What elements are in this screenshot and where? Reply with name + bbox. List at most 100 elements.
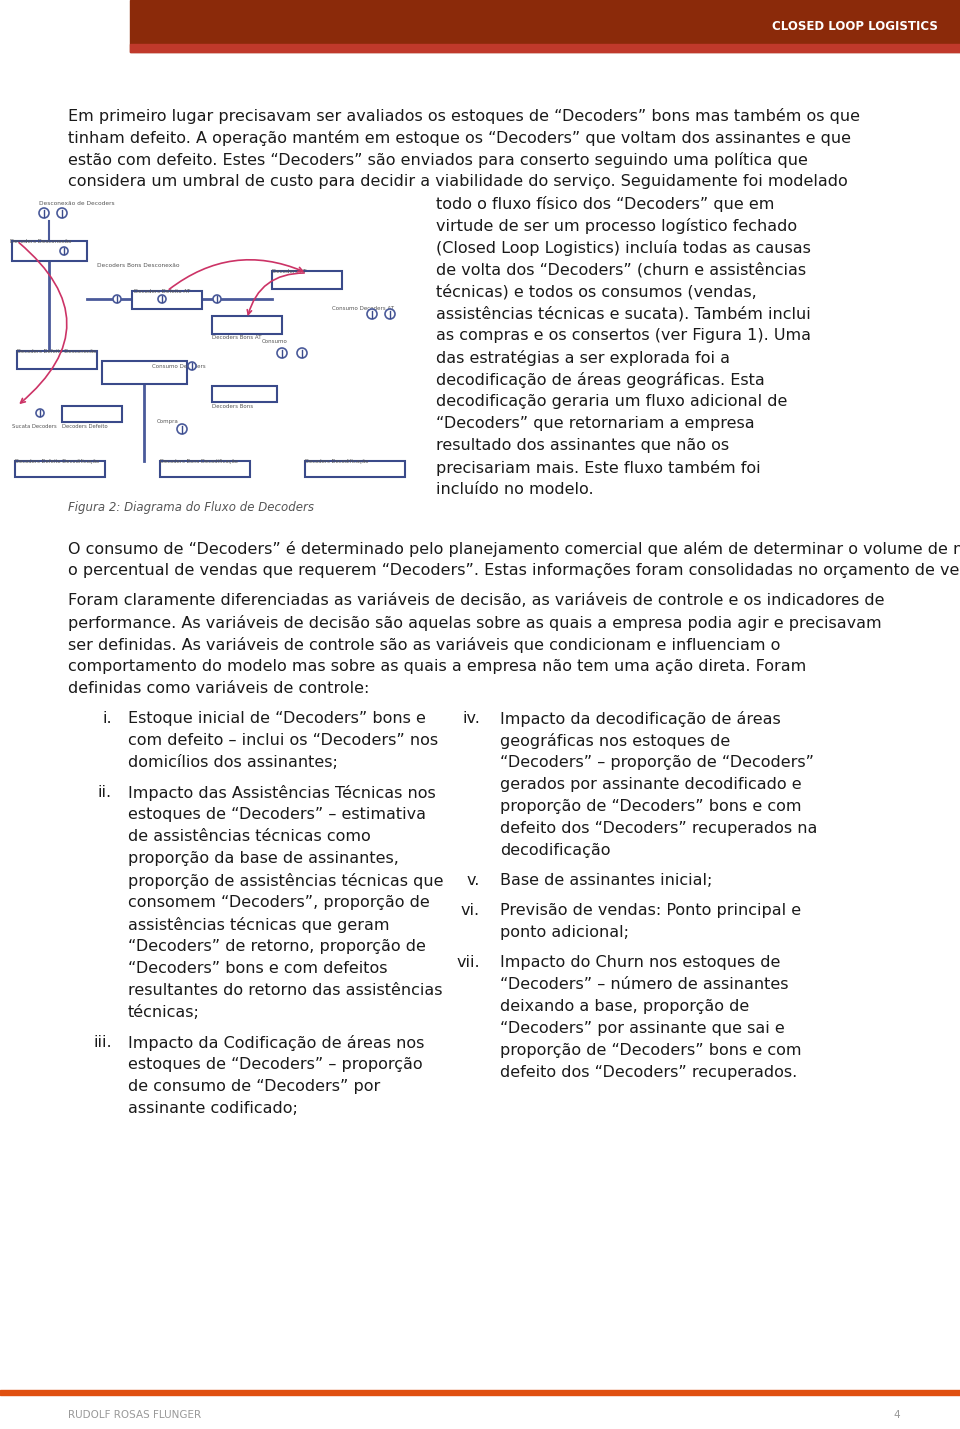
Text: todo o fluxo físico dos “Decoders” que em: todo o fluxo físico dos “Decoders” que e… (436, 196, 775, 211)
Text: Decoders Decodificação: Decoders Decodificação (305, 459, 369, 464)
Text: “Decoders” por assinante que sai e: “Decoders” por assinante que sai e (500, 1020, 784, 1036)
Text: Compra: Compra (157, 419, 179, 424)
Bar (130, 44, 960, 51)
Text: estoques de “Decoders” – proporção: estoques de “Decoders” – proporção (128, 1057, 422, 1072)
Text: “Decoders” – proporção de “Decoders”: “Decoders” – proporção de “Decoders” (500, 755, 814, 770)
Text: Decoders Defeito: Decoders Defeito (62, 424, 108, 429)
Circle shape (297, 349, 307, 359)
Circle shape (385, 309, 395, 319)
Text: deixando a base, proporção de: deixando a base, proporção de (500, 999, 749, 1015)
Text: iv.: iv. (462, 712, 480, 726)
Text: Decoders Bons Decodificação: Decoders Bons Decodificação (160, 459, 238, 464)
Bar (130, 0, 960, 51)
Circle shape (39, 209, 49, 219)
Text: Decoders Defeito Desconexão: Decoders Defeito Desconexão (17, 349, 96, 354)
Text: “Decoders” que retornariam a empresa: “Decoders” que retornariam a empresa (436, 416, 755, 432)
Circle shape (60, 247, 68, 254)
Text: estoques de “Decoders” – estimativa: estoques de “Decoders” – estimativa (128, 807, 426, 822)
Text: de assistências técnicas como: de assistências técnicas como (128, 829, 371, 845)
Text: assinante codificado;: assinante codificado; (128, 1100, 298, 1116)
Text: defeito dos “Decoders” recuperados na: defeito dos “Decoders” recuperados na (500, 822, 817, 836)
Text: as compras e os consertos (ver Figura 1). Uma: as compras e os consertos (ver Figura 1)… (436, 329, 811, 343)
Text: Previsão de vendas: Ponto principal e: Previsão de vendas: Ponto principal e (500, 903, 802, 917)
Text: decodificação: decodificação (500, 843, 611, 857)
Text: Decoders Defeito AT: Decoders Defeito AT (134, 289, 190, 294)
Text: “Decoders” – número de assinantes: “Decoders” – número de assinantes (500, 977, 788, 992)
Text: virtude de ser um processo logístico fechado: virtude de ser um processo logístico fec… (436, 219, 797, 234)
Text: Decoders Defeito Decodificação: Decoders Defeito Decodificação (15, 459, 99, 464)
Text: de consumo de “Decoders” por: de consumo de “Decoders” por (128, 1079, 380, 1095)
Text: Decoders Bons: Decoders Bons (212, 404, 253, 409)
Bar (272, 272, 342, 289)
Text: consomem “Decoders”, proporção de: consomem “Decoders”, proporção de (128, 895, 430, 910)
Text: resultado dos assinantes que não os: resultado dos assinantes que não os (436, 439, 730, 453)
Text: definidas como variáveis de controle:: definidas como variáveis de controle: (68, 682, 370, 696)
Circle shape (177, 424, 187, 434)
Text: decodificação geraria um fluxo adicional de: decodificação geraria um fluxo adicional… (436, 394, 787, 409)
Text: i.: i. (103, 712, 112, 726)
Text: técnicas;: técnicas; (128, 1005, 200, 1020)
Text: gerados por assinante decodificado e: gerados por assinante decodificado e (500, 777, 802, 792)
Text: “Decoders” de retorno, proporção de: “Decoders” de retorno, proporção de (128, 939, 426, 955)
Text: Sucata Decoders: Sucata Decoders (12, 424, 57, 429)
Text: Consumo Decoders: Consumo Decoders (152, 364, 205, 369)
Text: (Closed Loop Logistics) incluía todas as causas: (Closed Loop Logistics) incluía todas as… (436, 240, 811, 256)
Text: proporção da base de assinantes,: proporção da base de assinantes, (128, 852, 398, 866)
Text: Em primeiro lugar precisavam ser avaliados os estoques de “Decoders” bons mas ta: Em primeiro lugar precisavam ser avaliad… (68, 109, 860, 124)
FancyArrowPatch shape (19, 243, 67, 403)
Text: Decoders Desconexão: Decoders Desconexão (10, 239, 71, 244)
Text: Consumo: Consumo (262, 339, 288, 344)
Text: Impacto da Codificação de áreas nos: Impacto da Codificação de áreas nos (128, 1035, 424, 1050)
Text: O consumo de “Decoders” é determinado pelo planejamento comercial que além de de: O consumo de “Decoders” é determinado pe… (68, 542, 960, 557)
Text: Consumo Decoders AT: Consumo Decoders AT (332, 306, 394, 312)
Text: performance. As variáveis de decisão são aquelas sobre as quais a empresa podia : performance. As variáveis de decisão são… (68, 614, 881, 632)
Text: decodificação de áreas geográficas. Esta: decodificação de áreas geográficas. Esta (436, 372, 765, 389)
Text: ponto adicional;: ponto adicional; (500, 925, 629, 940)
Text: Desconexão de Decoders: Desconexão de Decoders (39, 201, 114, 206)
Text: ser definidas. As variáveis de controle são as variáveis que condicionam e influ: ser definidas. As variáveis de controle … (68, 637, 780, 653)
Text: 4: 4 (894, 1410, 900, 1420)
Text: proporção de “Decoders” bons e com: proporção de “Decoders” bons e com (500, 1043, 802, 1057)
Text: Impacto do Churn nos estoques de: Impacto do Churn nos estoques de (500, 955, 780, 970)
Text: iii.: iii. (93, 1035, 112, 1050)
Bar (212, 316, 282, 334)
Text: assistências técnicas e sucata). Também inclui: assistências técnicas e sucata). Também … (436, 306, 811, 322)
Text: Impacto da decodificação de áreas: Impacto da decodificação de áreas (500, 712, 780, 727)
FancyArrowPatch shape (248, 273, 304, 314)
Circle shape (188, 362, 196, 370)
Bar (17, 352, 97, 369)
Text: RUDOLF ROSAS FLUNGER: RUDOLF ROSAS FLUNGER (68, 1410, 202, 1420)
FancyArrowPatch shape (169, 260, 302, 289)
Text: vi.: vi. (461, 903, 480, 917)
Bar (12, 242, 87, 262)
Text: ii.: ii. (98, 785, 112, 800)
Text: o percentual de vendas que requerem “Decoders”. Estas informações foram consolid: o percentual de vendas que requerem “Dec… (68, 563, 960, 577)
Text: “Decoders” bons e com defeitos: “Decoders” bons e com defeitos (128, 960, 388, 976)
Text: estão com defeito. Estes “Decoders” são enviados para conserto seguindo uma polí: estão com defeito. Estes “Decoders” são … (68, 151, 808, 169)
Text: vii.: vii. (456, 955, 480, 970)
Circle shape (367, 309, 377, 319)
Text: Base de assinantes inicial;: Base de assinantes inicial; (500, 873, 712, 887)
Text: proporção de assistências técnicas que: proporção de assistências técnicas que (128, 873, 444, 889)
Text: considera um umbral de custo para decidir a viabilidade do serviço. Seguidamente: considera um umbral de custo para decidi… (68, 174, 848, 189)
Bar (102, 362, 187, 384)
Text: com defeito – inclui os “Decoders” nos: com defeito – inclui os “Decoders” nos (128, 733, 438, 747)
Circle shape (213, 294, 221, 303)
Bar (212, 386, 277, 402)
Bar (15, 462, 105, 477)
Circle shape (113, 294, 121, 303)
Text: resultantes do retorno das assistências: resultantes do retorno das assistências (128, 983, 443, 997)
Text: técnicas) e todos os consumos (vendas,: técnicas) e todos os consumos (vendas, (436, 284, 756, 300)
Text: domicílios dos assinantes;: domicílios dos assinantes; (128, 755, 338, 770)
Text: Decoders Bons AT: Decoders Bons AT (212, 334, 261, 340)
Text: geográficas nos estoques de: geográficas nos estoques de (500, 733, 731, 749)
Text: assistências técnicas que geram: assistências técnicas que geram (128, 917, 390, 933)
Text: CLOSED LOOP LOGISTICS: CLOSED LOOP LOGISTICS (772, 20, 938, 33)
Text: Foram claramente diferenciadas as variáveis de decisão, as variáveis de controle: Foram claramente diferenciadas as variáv… (68, 593, 884, 607)
Text: incluído no modelo.: incluído no modelo. (436, 482, 593, 497)
Circle shape (158, 294, 166, 303)
Text: comportamento do modelo mas sobre as quais a empresa não tem uma ação direta. Fo: comportamento do modelo mas sobre as qua… (68, 659, 806, 674)
Text: precisariam mais. Este fluxo também foi: precisariam mais. Este fluxo também foi (436, 460, 760, 476)
Text: das estratégias a ser explorada foi a: das estratégias a ser explorada foi a (436, 350, 730, 366)
Text: proporção de “Decoders” bons e com: proporção de “Decoders” bons e com (500, 799, 802, 815)
